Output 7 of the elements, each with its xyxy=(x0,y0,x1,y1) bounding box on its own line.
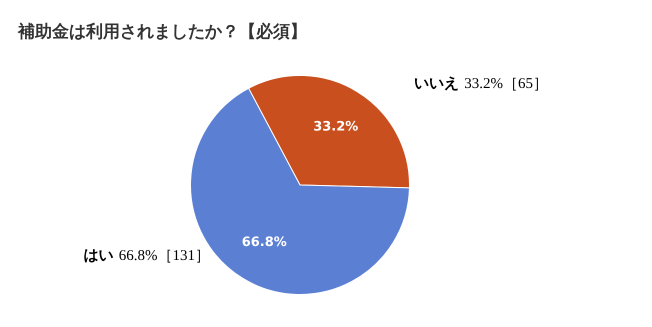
text: 33.2%［65］ xyxy=(464,76,548,92)
text: 66.8%［131］ xyxy=(118,248,210,264)
slice-label: はい xyxy=(84,246,115,264)
chart-title: 補助金は利用されましたか？【必須】 xyxy=(18,21,307,43)
data-label: 66.8% xyxy=(242,235,287,250)
slice-label: いいえ xyxy=(414,74,460,92)
data-label: 33.2% xyxy=(313,120,358,135)
